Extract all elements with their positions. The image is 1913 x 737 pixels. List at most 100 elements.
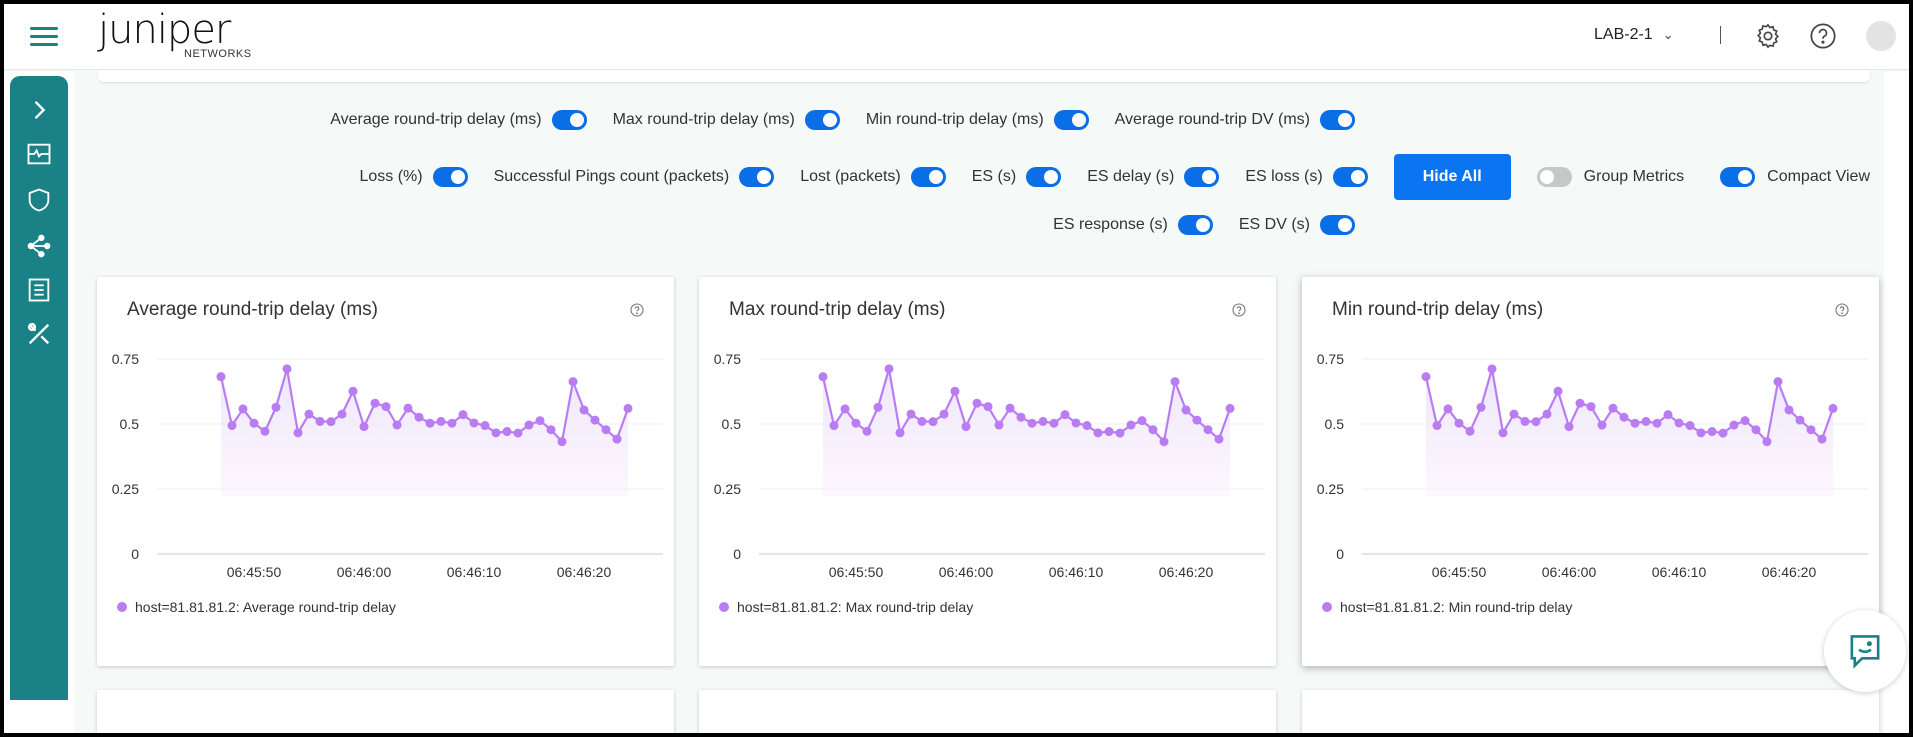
toggle-switch[interactable] — [1320, 215, 1355, 235]
shield-icon[interactable] — [25, 186, 53, 214]
line-chart: 0.75 0.5 0.25 0 06:45:50 06:46:00 06:46:10 06:4… — [714, 351, 1265, 580]
data-point — [1104, 427, 1114, 437]
toggle-lost-packets[interactable]: Lost (packets) — [800, 167, 946, 187]
y-tick-label: 0.5 — [1325, 416, 1345, 432]
data-point — [1137, 416, 1147, 426]
data-point — [1520, 416, 1530, 426]
data-point — [1214, 434, 1224, 444]
data-point — [873, 402, 883, 412]
chart-title: Min round-trip delay (ms) — [1332, 299, 1544, 320]
toggle-switch[interactable] — [739, 167, 775, 187]
toggle-switch[interactable] — [1536, 167, 1572, 187]
logo-wordmark: JUNIPER — [98, 7, 231, 53]
toggle-es-dv-s[interactable]: ES DV (s) — [1239, 215, 1355, 235]
list-icon[interactable] — [25, 276, 53, 304]
site-name: LAB-2-1 — [1594, 26, 1653, 43]
x-tick-label: 06:46:20 — [1762, 564, 1817, 580]
data-point — [1082, 421, 1092, 431]
toggle-es-response-s[interactable]: ES response (s) — [1053, 215, 1213, 235]
y-tick-label: 0.5 — [120, 416, 140, 432]
data-point — [1093, 428, 1103, 438]
data-point — [1498, 428, 1508, 438]
data-point — [249, 418, 259, 428]
toggle-es-delay-s[interactable]: ES delay (s) — [1087, 167, 1220, 187]
toggle-switch[interactable] — [1320, 110, 1355, 130]
toggle-switch[interactable] — [432, 167, 468, 187]
data-point — [447, 418, 457, 428]
toggle-switch[interactable] — [910, 167, 946, 187]
monitor-icon[interactable] — [25, 140, 53, 168]
data-point — [260, 426, 270, 436]
toggle-es-loss-s[interactable]: ES loss (s) — [1245, 167, 1368, 187]
y-tick-label: 0.75 — [1317, 351, 1344, 367]
toggle-switch[interactable] — [804, 110, 840, 130]
legend-item[interactable]: host=81.81.81.2: Min round-trip delay — [1322, 599, 1572, 615]
x-tick-label: 06:46:00 — [1542, 564, 1597, 580]
line-chart: 0.75 0.5 0.25 0 06:45:50 06:46:00 06:46:10 06:4… — [112, 351, 663, 580]
chevron-down-icon: ⌄ — [1662, 27, 1674, 42]
toggle-switch[interactable] — [1720, 167, 1756, 187]
main-content: Average round-trip delay (ms) Max round-t… — [74, 70, 1884, 733]
toggle-average-round-trip-delay-ms[interactable]: Average round-trip delay (ms) — [330, 110, 587, 130]
data-point — [1619, 412, 1629, 422]
data-point — [480, 421, 490, 431]
hide-all-button[interactable]: Hide All — [1393, 154, 1511, 200]
toggle-switch[interactable] — [1184, 167, 1220, 187]
x-tick-label: 06:45:50 — [829, 564, 884, 580]
x-tick-label: 06:45:50 — [1432, 564, 1487, 580]
toggle-label: ES delay (s) — [1087, 168, 1175, 185]
toggle-switch[interactable] — [1332, 167, 1368, 187]
chart-card-next — [97, 690, 674, 733]
toggle-average-round-trip-dv-ms[interactable]: Average round-trip DV (ms) — [1115, 110, 1355, 130]
chart-card-next — [1302, 690, 1879, 733]
data-point — [895, 428, 905, 438]
x-tick-label: 06:46:10 — [1652, 564, 1707, 580]
x-tick-label: 06:46:00 — [939, 564, 994, 580]
data-point — [1476, 402, 1486, 412]
help-icon[interactable] — [629, 302, 645, 318]
logo-subtitle: NETWORKS — [184, 48, 252, 60]
data-point — [1181, 405, 1191, 415]
toggle-successful-pings-count-packets[interactable]: Successful Pings count (packets) — [494, 167, 775, 187]
data-point — [906, 409, 916, 419]
toggle-label: Compact View — [1767, 168, 1870, 185]
menu-icon[interactable] — [30, 27, 58, 47]
help-icon[interactable] — [1809, 22, 1837, 50]
data-point — [1148, 425, 1158, 435]
toggle-compact-view[interactable]: Compact View — [1720, 167, 1880, 187]
topology-icon[interactable] — [25, 232, 53, 260]
avatar[interactable] — [1866, 21, 1896, 51]
site-selector[interactable]: LAB-2-1 ⌄ — [1594, 26, 1674, 44]
x-tick-label: 06:45:50 — [227, 564, 282, 580]
toggle-switch[interactable] — [551, 110, 587, 130]
tools-icon[interactable] — [25, 320, 53, 348]
chart-title: Max round-trip delay (ms) — [729, 299, 946, 320]
legend-item[interactable]: host=81.81.81.2: Max round-trip delay — [719, 599, 973, 615]
toggle-switch[interactable] — [1026, 167, 1062, 187]
toggle-label: Successful Pings count (packets) — [493, 168, 730, 185]
data-point — [1159, 437, 1169, 447]
help-icon[interactable] — [1231, 302, 1247, 318]
data-point — [818, 372, 828, 382]
toggle-switch[interactable] — [1053, 110, 1089, 130]
data-point — [359, 422, 369, 432]
series-area — [823, 368, 1230, 497]
chat-button[interactable] — [1824, 610, 1906, 692]
toggle-group-metrics[interactable]: Group Metrics — [1536, 167, 1694, 187]
chevron-right-icon[interactable] — [25, 96, 53, 124]
data-point — [1707, 427, 1717, 437]
data-point — [271, 402, 281, 412]
data-point — [884, 364, 894, 374]
toggle-loss[interactable]: Loss (%) — [359, 167, 468, 187]
toggle-es-s[interactable]: ES (s) — [972, 167, 1062, 187]
toggle-min-round-trip-delay-ms[interactable]: Min round-trip delay (ms) — [866, 110, 1089, 130]
toggle-switch[interactable] — [1177, 215, 1213, 235]
top-header: JUNIPER NETWORKS LAB-2-1 ⌄ — [4, 4, 1909, 70]
toggle-max-round-trip-delay-ms[interactable]: Max round-trip delay (ms) — [613, 110, 840, 130]
x-tick-label: 06:46:00 — [337, 564, 392, 580]
data-point — [1038, 416, 1048, 426]
legend-item[interactable]: host=81.81.81.2: Average round-trip dela… — [117, 599, 396, 615]
help-icon[interactable] — [1834, 302, 1850, 318]
data-point — [1443, 404, 1453, 414]
settings-icon[interactable] — [1754, 22, 1782, 50]
